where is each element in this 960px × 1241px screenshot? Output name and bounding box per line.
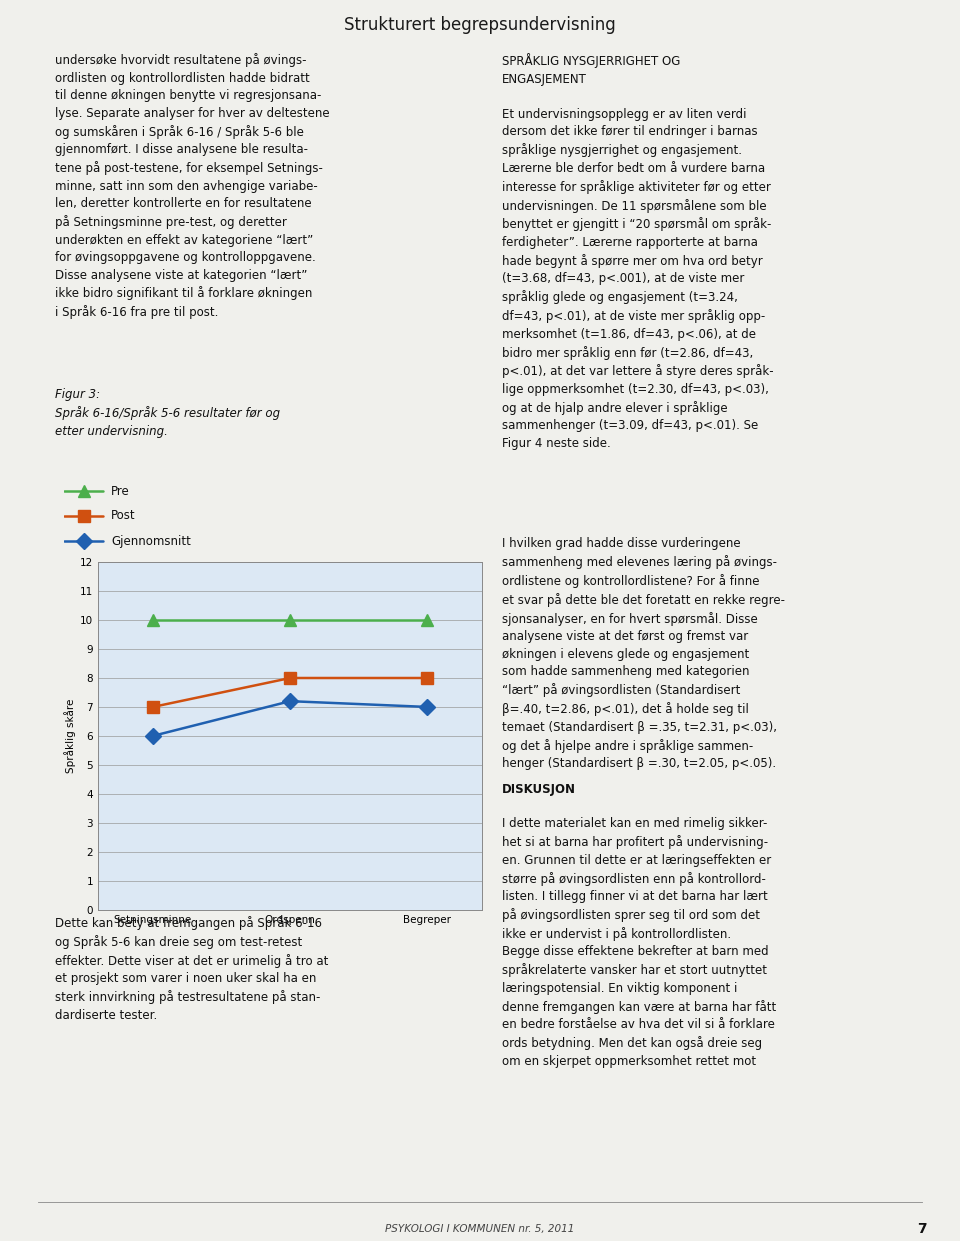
Text: I dette materialet kan en med rimelig sikker-
het si at barna har profitert på u: I dette materialet kan en med rimelig si…: [501, 818, 776, 1067]
Text: Gjennomsnitt: Gjennomsnitt: [111, 535, 191, 549]
Text: PSYKOLOGI I KOMMUNEN nr. 5, 2011: PSYKOLOGI I KOMMUNEN nr. 5, 2011: [385, 1224, 575, 1235]
Text: I hvilken grad hadde disse vurderingene
sammenheng med elevenes læring på øvings: I hvilken grad hadde disse vurderingene …: [501, 537, 784, 771]
Text: Dette kan bety at fremgangen på Språk 6-16
og Språk 5-6 kan dreie seg om test-re: Dette kan bety at fremgangen på Språk 6-…: [55, 916, 328, 1021]
Text: DISKUSJON: DISKUSJON: [501, 783, 576, 795]
Text: Pre: Pre: [111, 485, 131, 498]
Text: SPRÅKLIG NYSGJERRIGHET OG
ENGASJEMENT

Et undervisningsopplegg er av liten verdi: SPRÅKLIG NYSGJERRIGHET OG ENGASJEMENT Et…: [501, 53, 773, 450]
Text: 7: 7: [917, 1222, 926, 1236]
Y-axis label: Språklig skåre: Språklig skåre: [63, 699, 76, 773]
Text: Figur 3:
Språk 6-16/Språk 5-6 resultater før og
etter undervisning.: Figur 3: Språk 6-16/Språk 5-6 resultater…: [55, 388, 280, 438]
Text: undersøke hvorvidt resultatene på øvings-
ordlisten og kontrollordlisten hadde b: undersøke hvorvidt resultatene på øvings…: [55, 53, 329, 319]
Text: Strukturert begrepsundervisning: Strukturert begrepsundervisning: [344, 16, 616, 34]
Text: Post: Post: [111, 509, 136, 522]
